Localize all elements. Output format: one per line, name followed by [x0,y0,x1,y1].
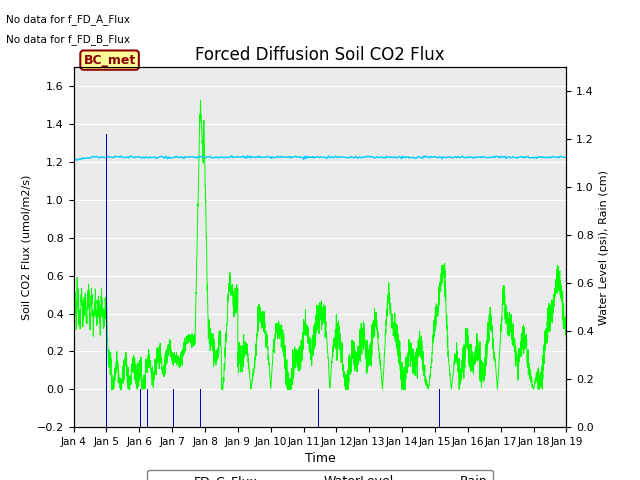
Text: No data for f_FD_A_Flux: No data for f_FD_A_Flux [6,14,131,25]
Text: BC_met: BC_met [83,54,136,67]
Title: Forced Diffusion Soil CO2 Flux: Forced Diffusion Soil CO2 Flux [195,46,445,64]
Bar [106,389,107,427]
Legend: FD_C_Flux, WaterLevel, Rain: FD_C_Flux, WaterLevel, Rain [147,470,493,480]
Bar [140,389,141,427]
Y-axis label: Water Level (psi), Rain (cm): Water Level (psi), Rain (cm) [600,170,609,324]
X-axis label: Time: Time [305,453,335,466]
Bar [106,133,107,389]
Bar [147,389,148,427]
Bar [173,389,174,427]
Y-axis label: Soil CO2 Flux (umol/m2/s): Soil CO2 Flux (umol/m2/s) [21,175,31,320]
Text: No data for f_FD_B_Flux: No data for f_FD_B_Flux [6,34,131,45]
Bar [318,389,319,427]
